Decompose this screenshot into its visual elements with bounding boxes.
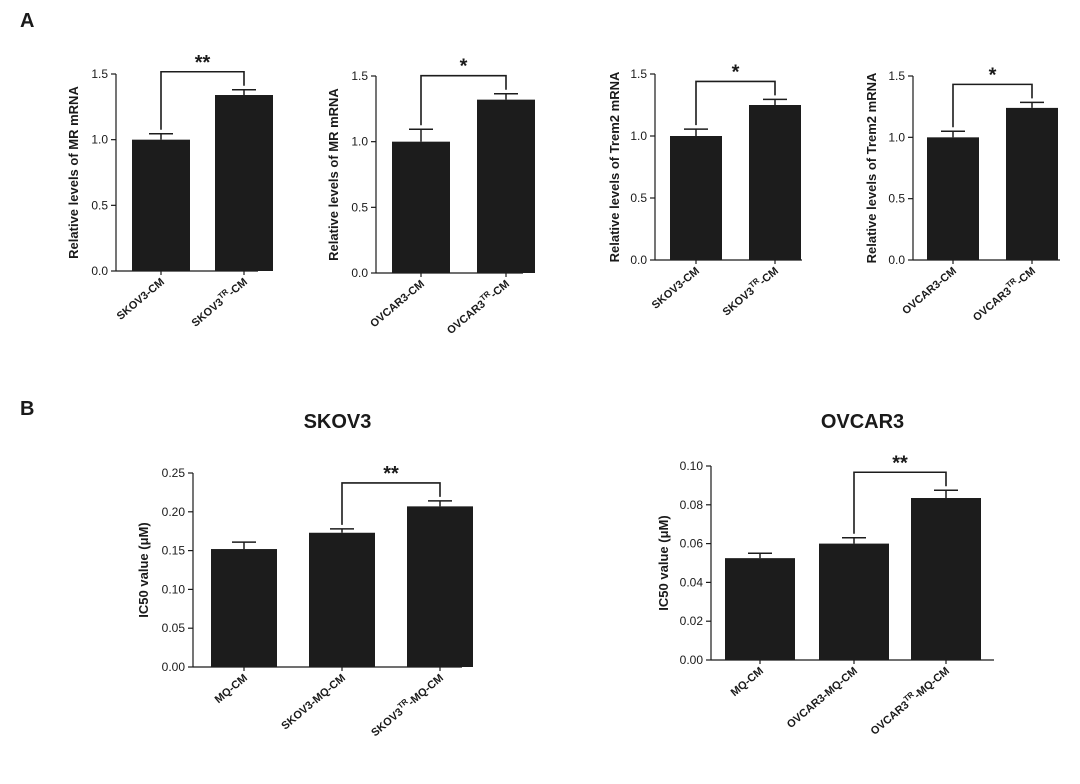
category-label-base: SKOV3 [190,296,226,329]
y-tick-label: 0.15 [162,544,186,558]
category-label-suffix: -CM [1014,265,1038,288]
y-tick-label: 1.0 [888,130,905,144]
y-tick-label: 0.04 [680,575,704,589]
category-label-suffix: -MQ-CM [406,672,446,708]
y-tick-label: 1.5 [351,69,368,83]
y-tick-label: 1.0 [630,129,647,143]
significance-label: ** [892,452,908,474]
significance-bracket [160,70,245,130]
significance-label: * [732,61,740,83]
category-label: SKOV3TR-CM [719,263,781,319]
y-tick-label: 1.5 [630,67,647,81]
category-label: OVCAR3TR-CM [969,263,1038,324]
panel-label-a: A [20,10,35,32]
category-label-suffix: -CM [488,278,512,301]
y-tick-label: 0.00 [680,653,704,667]
bar [1006,107,1058,260]
y-tick-label: 0.0 [888,253,905,267]
significance-bracket [695,80,776,126]
bar [927,137,979,260]
category-label-base: OVCAR3 [445,298,488,337]
category-label: OVCAR3-MQ-CM [785,665,860,731]
chart-4: 0.0 0.5 1.0 1.5 Relative levels of Trem2 mRN… [864,64,1060,324]
category-label: SKOV3-CM [650,265,702,312]
y-axis-title: Relative levels of MR mRNA [326,88,341,261]
bar [725,558,795,660]
y-tick-label: 0.05 [162,621,186,635]
category-label: SKOV3-CM [115,276,167,323]
bar [215,95,273,271]
significance-label: * [460,56,468,78]
significance-bracket [420,74,507,126]
significance-label: * [989,64,997,86]
bar [407,506,473,667]
bar [819,543,889,660]
chart-5: SKOV3 0.00 0.05 0.10 0.15 0.20 0.25 IC50 value … [136,411,473,739]
category-label: SKOV3-MQ-CM [279,672,348,732]
chart-title: OVCAR3 [821,411,904,433]
y-tick-label: 0.25 [162,466,186,480]
y-axis: 0.0 0.5 1.0 1.5 [630,67,802,267]
significance-label: ** [383,463,399,485]
y-tick-label: 0.0 [91,264,108,278]
panel-label-b: B [20,398,35,420]
category-label: SKOV3TR-CM [188,274,250,330]
y-tick-label: 0.5 [91,198,108,212]
y-axis: 0.0 0.5 1.0 1.5 [888,69,1060,267]
category-label-base: OVCAR3 [971,285,1014,324]
category-label-suffix: -MQ-CM [912,665,952,701]
category-label-base: SKOV3 [369,706,405,739]
category-label-suffix: -CM [757,265,781,288]
category-label: MQ-CM [729,665,766,699]
y-tick-label: 0.00 [162,660,186,674]
category-label: OVCAR3-CM [368,278,427,330]
category-label: OVCAR3TR-CM [443,276,512,337]
y-tick-label: 0.10 [680,459,704,473]
y-tick-label: 0.06 [680,537,704,551]
category-label-base: SKOV3 [721,285,757,318]
bar [477,99,535,273]
y-axis-title: Relative levels of MR mRNA [66,86,81,259]
chart-title: SKOV3 [304,411,372,433]
significance-bracket [853,471,947,534]
y-tick-label: 1.5 [888,69,905,83]
bar [211,549,277,667]
chart-1: 0.0 0.5 1.0 1.5 Relative levels of MR mRNA SK… [66,52,273,330]
category-label: OVCAR3-CM [900,265,959,317]
y-axis-title: IC50 value (μM) [136,522,151,617]
chart-2: 0.0 0.5 1.0 1.5 Relative levels of MR mRNA OV… [326,56,535,337]
y-axis-title: Relative levels of Trem2 mRNA [864,72,879,263]
y-axis-title: Relative levels of Trem2 mRNA [607,71,622,262]
chart-3: 0.0 0.5 1.0 1.5 Relative levels of Trem2 mRN… [607,61,802,318]
bar [911,498,981,660]
y-tick-label: 0.5 [351,200,368,214]
bar [670,136,722,260]
category-label-base: OVCAR3 [869,699,912,738]
bar [749,105,801,260]
category-label: OVCAR3TR-MQ-CM [867,663,952,738]
y-tick-label: 0.0 [630,253,647,267]
category-label: SKOV3TR-MQ-CM [367,670,446,739]
category-label-suffix: -CM [226,276,250,299]
y-tick-label: 0.5 [630,191,647,205]
y-tick-label: 1.0 [91,133,108,147]
y-tick-label: 0.08 [680,498,704,512]
significance-bracket [341,482,441,525]
category-label: MQ-CM [213,672,250,706]
bar [309,532,375,667]
y-tick-label: 0.5 [888,192,905,206]
y-tick-label: 0.0 [351,266,368,280]
significance-label: ** [195,52,211,74]
y-tick-label: 0.02 [680,614,704,628]
y-tick-label: 0.10 [162,582,186,596]
y-tick-label: 1.5 [91,67,108,81]
chart-6: OVCAR3 0.00 0.02 0.04 0.06 0.08 0.10 IC50 value… [656,411,994,738]
bar [132,139,190,271]
y-axis-title: IC50 value (μM) [656,515,671,610]
bar [392,141,450,273]
y-tick-label: 1.0 [351,135,368,149]
y-tick-label: 0.20 [162,505,186,519]
significance-bracket [952,83,1033,128]
